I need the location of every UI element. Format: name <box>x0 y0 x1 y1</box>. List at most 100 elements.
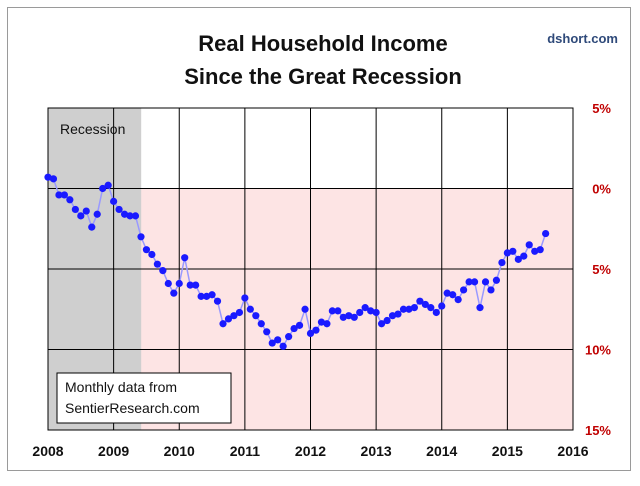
y-tick-label-2: 5% <box>592 262 611 277</box>
data-point <box>66 196 74 204</box>
data-point <box>312 326 320 334</box>
data-point <box>514 255 522 263</box>
data-point <box>263 328 271 336</box>
data-point <box>465 278 473 286</box>
data-point <box>536 246 544 254</box>
data-point <box>481 278 490 286</box>
data-point <box>235 308 244 317</box>
data-point <box>257 320 265 328</box>
data-point <box>383 316 391 325</box>
data-point <box>44 173 52 181</box>
data-point <box>295 321 304 329</box>
x-tick-label-2012: 2012 <box>295 443 326 459</box>
data-point <box>241 294 249 302</box>
data-point <box>230 312 238 320</box>
note-line-2: SentierResearch.com <box>65 400 200 416</box>
data-point <box>399 305 408 313</box>
data-point <box>350 313 358 321</box>
data-point <box>432 308 440 317</box>
y-axis-tick-labels: 5% 0% 5% 10% 15% <box>585 101 611 438</box>
data-point <box>388 312 397 320</box>
data-point <box>334 307 342 315</box>
data-point <box>405 305 413 313</box>
data-point <box>394 310 402 318</box>
x-tick-label-2016: 2016 <box>557 443 588 459</box>
data-point <box>476 304 484 312</box>
x-tick-label-2010: 2010 <box>164 443 195 459</box>
data-point <box>317 318 326 326</box>
data-point <box>531 247 539 255</box>
data-point <box>88 223 96 231</box>
data-point <box>104 181 112 189</box>
x-tick-label-2015: 2015 <box>492 443 523 459</box>
x-tick-label-2009: 2009 <box>98 443 129 459</box>
data-point <box>323 320 331 328</box>
income-series-markers <box>44 173 550 350</box>
data-point <box>345 312 353 320</box>
data-point <box>410 304 418 312</box>
data-point <box>460 286 468 294</box>
data-point <box>367 307 375 315</box>
data-point <box>487 286 495 294</box>
data-point <box>246 305 254 313</box>
data-point <box>126 212 134 220</box>
data-point <box>60 191 69 199</box>
data-point <box>93 210 101 218</box>
data-point <box>438 302 446 310</box>
data-point <box>339 313 347 321</box>
data-point <box>268 339 276 347</box>
data-point <box>454 295 462 304</box>
data-point <box>503 249 511 257</box>
data-point <box>159 267 167 275</box>
data-point <box>208 291 216 299</box>
data-point <box>492 276 501 284</box>
data-point <box>49 175 58 183</box>
data-point <box>421 300 429 309</box>
x-tick-label-2008: 2008 <box>32 443 63 459</box>
data-point <box>181 254 189 262</box>
data-point <box>219 320 227 328</box>
note-box <box>56 372 232 424</box>
data-point <box>470 278 479 286</box>
data-point <box>197 292 205 300</box>
data-point <box>148 250 156 259</box>
data-point <box>427 304 435 312</box>
data-point <box>224 315 233 323</box>
data-point <box>99 184 107 193</box>
data-point <box>170 289 178 297</box>
data-point <box>175 279 183 288</box>
data-point <box>328 307 336 315</box>
source-label: dshort.com <box>547 31 618 46</box>
data-point <box>356 308 364 317</box>
data-point <box>361 304 369 312</box>
data-point <box>520 252 528 260</box>
data-point <box>509 247 517 255</box>
x-axis-tick-labels: 2008 2009 2010 2011 2012 2013 2014 2015 2016 <box>32 443 588 459</box>
data-point <box>55 191 63 199</box>
chart-title-line-2: Since the Great Recession <box>184 64 462 89</box>
note-line-1: Monthly data from <box>65 379 177 395</box>
data-point <box>82 207 90 215</box>
data-point <box>153 260 161 268</box>
y-tick-label-4: 15% <box>585 423 611 438</box>
data-point <box>192 281 200 289</box>
plot-border <box>47 107 574 431</box>
y-tick-label-1: 0% <box>592 182 611 197</box>
data-point <box>203 292 211 300</box>
data-point <box>115 205 123 214</box>
data-point <box>377 320 386 328</box>
y-tick-label-0: 5% <box>592 101 611 116</box>
data-point <box>164 279 172 288</box>
data-point <box>186 281 194 289</box>
data-point <box>252 312 260 320</box>
data-point <box>213 297 222 305</box>
data-point <box>542 229 550 238</box>
data-point <box>274 336 282 344</box>
data-point <box>120 210 129 218</box>
data-point <box>449 291 457 299</box>
x-tick-label-2014: 2014 <box>426 443 457 459</box>
data-point <box>285 333 293 341</box>
data-point <box>372 308 380 317</box>
data-point <box>71 205 79 214</box>
